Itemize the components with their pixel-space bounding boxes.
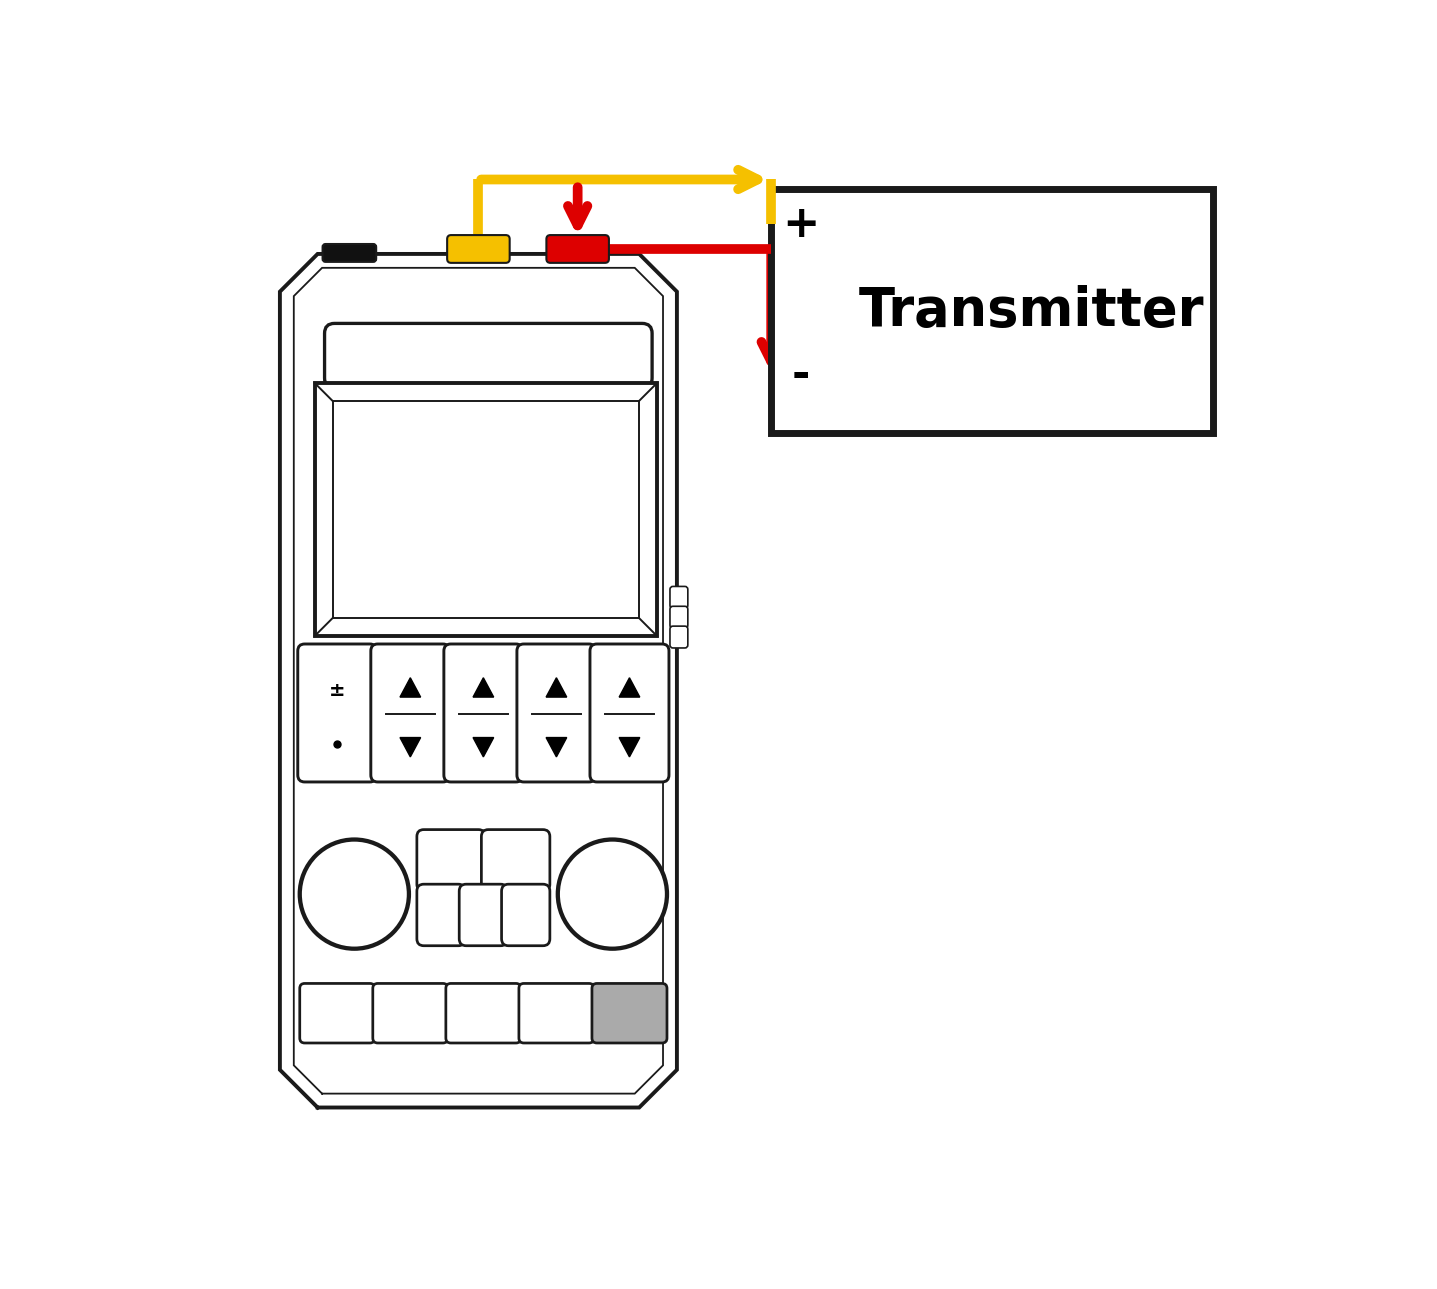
Polygon shape	[546, 678, 566, 697]
FancyBboxPatch shape	[591, 644, 670, 782]
Bar	[315, 383, 657, 635]
FancyBboxPatch shape	[297, 644, 376, 782]
Circle shape	[558, 839, 667, 949]
FancyBboxPatch shape	[447, 235, 510, 263]
Bar	[772, 189, 1213, 433]
Polygon shape	[619, 737, 639, 757]
Bar	[332, 401, 639, 619]
Circle shape	[300, 839, 410, 949]
FancyBboxPatch shape	[670, 606, 688, 628]
FancyBboxPatch shape	[325, 324, 652, 388]
FancyBboxPatch shape	[444, 644, 523, 782]
FancyBboxPatch shape	[519, 984, 593, 1043]
Polygon shape	[399, 678, 421, 697]
FancyBboxPatch shape	[517, 644, 596, 782]
FancyBboxPatch shape	[481, 830, 550, 891]
FancyBboxPatch shape	[322, 244, 376, 262]
Polygon shape	[619, 678, 639, 697]
FancyBboxPatch shape	[417, 830, 486, 891]
Text: +: +	[782, 202, 819, 246]
FancyBboxPatch shape	[371, 644, 450, 782]
FancyBboxPatch shape	[445, 984, 520, 1043]
FancyBboxPatch shape	[372, 984, 448, 1043]
FancyBboxPatch shape	[546, 235, 609, 263]
Text: Transmitter: Transmitter	[859, 285, 1204, 336]
Text: ±: ±	[329, 681, 345, 700]
Text: -: -	[792, 353, 810, 397]
FancyBboxPatch shape	[592, 984, 667, 1043]
Polygon shape	[399, 737, 421, 757]
FancyBboxPatch shape	[417, 884, 466, 946]
Polygon shape	[546, 737, 566, 757]
FancyBboxPatch shape	[670, 626, 688, 648]
FancyBboxPatch shape	[300, 984, 375, 1043]
Polygon shape	[473, 737, 494, 757]
Polygon shape	[473, 678, 494, 697]
FancyBboxPatch shape	[670, 586, 688, 608]
FancyBboxPatch shape	[460, 884, 507, 946]
FancyBboxPatch shape	[502, 884, 550, 946]
